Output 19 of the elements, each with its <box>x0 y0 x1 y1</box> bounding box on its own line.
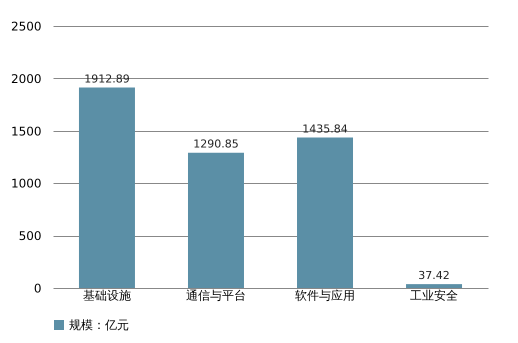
y-tick-label: 1500 <box>10 124 42 138</box>
bar <box>406 284 462 288</box>
x-tick-label: 工业安全 <box>410 288 458 302</box>
y-tick-label: 0 <box>34 282 42 296</box>
x-tick-label: 软件与应用 <box>295 288 356 302</box>
x-tick-label: 通信与平台 <box>186 288 246 302</box>
bar <box>78 88 135 288</box>
data-label: 1435.84 <box>302 122 348 136</box>
y-tick-label: 500 <box>18 229 42 244</box>
data-label: 1912.89 <box>84 72 130 86</box>
data-label: 1290.85 <box>193 138 239 151</box>
x-tick-label: 基础设施 <box>82 288 131 302</box>
data-label: 37.42 <box>418 269 450 282</box>
y-tick-label: 2500 <box>10 20 42 34</box>
y-tick-label: 1000 <box>10 176 42 191</box>
legend-label: 规模：亿元 <box>69 318 129 332</box>
bar <box>188 152 244 288</box>
bar <box>297 138 354 288</box>
y-tick-label: 2000 <box>10 72 42 86</box>
